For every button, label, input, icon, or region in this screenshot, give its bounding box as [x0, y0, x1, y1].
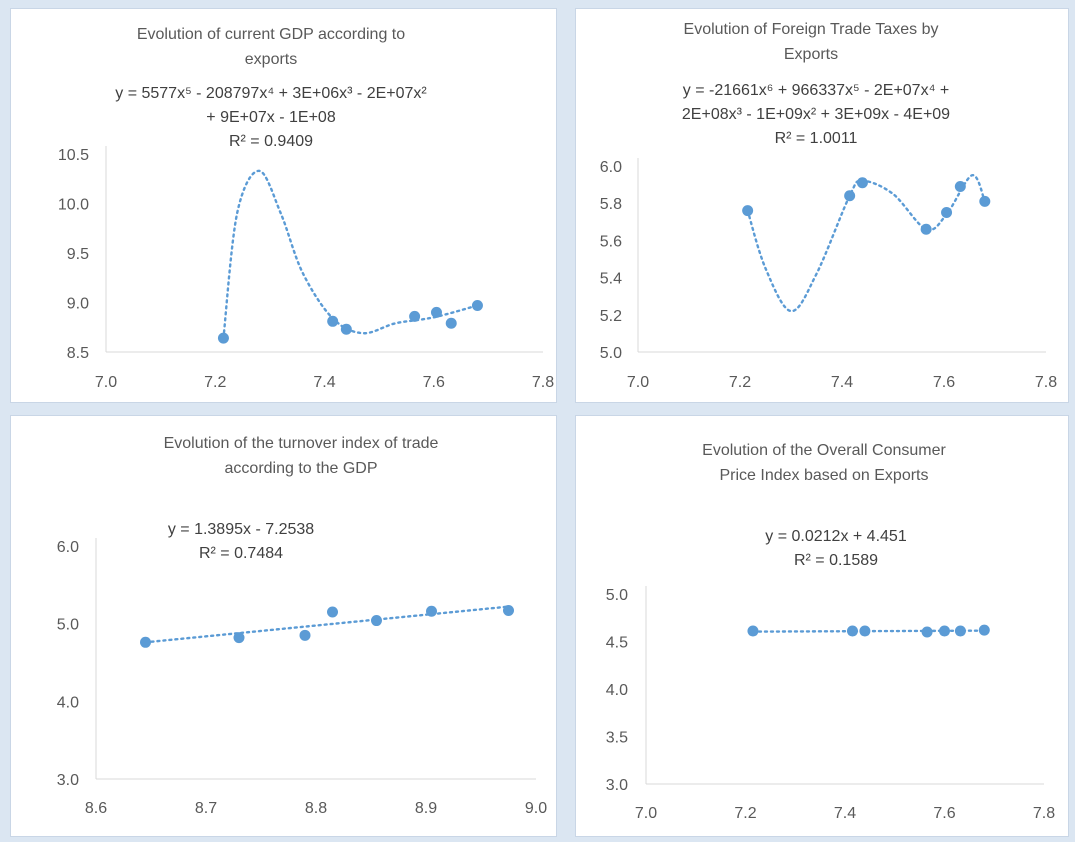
data-point [742, 205, 754, 217]
x-tick-label: 9.0 [525, 800, 547, 817]
data-point [299, 629, 311, 641]
x-tick-label: 7.0 [635, 805, 657, 822]
trendline [144, 605, 510, 644]
chart-title-line: exports [245, 51, 297, 68]
trendline-equation-line: + 9E+07x - 1E+08 [206, 109, 336, 126]
y-tick-label: 5.0 [57, 617, 79, 634]
y-tick-label: 6.0 [600, 159, 622, 176]
data-point [340, 323, 352, 335]
x-tick-label: 8.9 [415, 800, 437, 817]
trendline-equation-line: y = -21661x⁶ + 966337x⁵ - 2E+07x⁴ + [683, 82, 950, 99]
trendline-equation-line: y = 5577x⁵ - 208797x⁴ + 3E+06x³ - 2E+07x… [115, 85, 427, 102]
data-point [327, 315, 339, 327]
x-tick-label: 8.6 [85, 800, 107, 817]
y-tick-label: 5.4 [600, 271, 622, 288]
data-point [954, 180, 966, 192]
chart-panel-cpi-exports: Evolution of the Overall Consumer Price I… [575, 415, 1069, 837]
chart-panel-trade-taxes: Evolution of Foreign Trade Taxes by Expor… [575, 8, 1069, 403]
y-tick-label: 5.8 [600, 196, 622, 213]
y-tick-label: 10.5 [58, 147, 89, 164]
x-tick-label: 7.2 [729, 374, 751, 391]
trendline-equation-line: R² = 0.9409 [229, 133, 313, 150]
trendline [222, 169, 479, 340]
x-tick-label: 7.6 [933, 374, 955, 391]
data-point [426, 605, 437, 617]
data-point [941, 207, 953, 218]
data-point [846, 625, 858, 637]
y-tick-label: 4.5 [606, 635, 628, 652]
chart-title-line: Evolution of the turnover index of trade [164, 435, 439, 452]
data-point [409, 310, 421, 322]
y-tick-label: 5.2 [600, 308, 622, 325]
trendline-equation-line: y = 1.3895x - 7.2538 [168, 521, 314, 538]
y-tick-label: 10.0 [58, 197, 89, 214]
x-tick-label: 7.2 [204, 374, 226, 391]
data-point [327, 606, 338, 618]
chart-svg: Evolution of current GDP according to exp… [58, 26, 554, 391]
y-tick-label: 9.5 [67, 246, 89, 263]
x-tick-label: 7.2 [734, 805, 756, 822]
y-tick-label: 5.0 [600, 345, 622, 362]
x-tick-label: 7.0 [95, 374, 117, 391]
trendline-equation-line: R² = 0.1589 [794, 552, 878, 569]
trendline-equation-line: R² = 0.7484 [199, 545, 283, 562]
y-tick-label: 3.5 [606, 730, 628, 747]
y-tick-label: 8.5 [67, 345, 89, 362]
trendline-equation-line: 2E+08x³ - 1E+09x² + 3E+09x - 4E+09 [682, 106, 950, 123]
chart-panel-turnover-gdp: Evolution of the turnover index of trade… [10, 415, 557, 837]
chart-svg: Evolution of Foreign Trade Taxes by Expor… [600, 21, 1057, 391]
y-tick-label: 4.0 [57, 694, 79, 711]
y-tick-label: 3.0 [606, 777, 628, 794]
chart-title-line: Evolution of the Overall Consumer [702, 442, 946, 459]
x-tick-label: 7.4 [313, 374, 335, 391]
data-point [856, 177, 868, 189]
data-point [471, 299, 483, 311]
y-tick-label: 3.0 [57, 772, 79, 789]
y-tick-label: 6.0 [57, 539, 79, 556]
data-point [217, 332, 229, 344]
trendline-equation-line: y = 0.0212x + 4.451 [765, 528, 907, 545]
data-point [233, 632, 245, 644]
chart-svg: Evolution of the Overall Consumer Price I… [606, 442, 1055, 822]
data-point [140, 636, 151, 648]
y-tick-label: 5.0 [606, 587, 628, 604]
data-point [445, 317, 457, 329]
chart-svg: Evolution of the turnover index of trade… [57, 435, 547, 817]
data-point [747, 625, 759, 637]
chart-title-line: Evolution of Foreign Trade Taxes by [684, 21, 939, 38]
chart-title-line: Exports [784, 46, 838, 63]
x-tick-label: 7.4 [834, 805, 856, 822]
x-tick-label: 7.8 [1035, 374, 1057, 391]
x-tick-label: 7.4 [831, 374, 853, 391]
chart-title-line: Evolution of current GDP according to [137, 26, 405, 43]
data-point [503, 604, 514, 616]
y-tick-label: 4.0 [606, 682, 628, 699]
x-tick-label: 8.8 [305, 800, 327, 817]
data-point [978, 624, 990, 636]
data-point [430, 306, 442, 318]
x-tick-label: 8.7 [195, 800, 217, 817]
chart-title-line: according to the GDP [225, 460, 378, 477]
chart-title-line: Price Index based on Exports [719, 467, 928, 484]
data-point [844, 190, 856, 202]
x-tick-label: 7.8 [1033, 805, 1055, 822]
x-tick-label: 7.6 [933, 805, 955, 822]
x-tick-label: 7.6 [423, 374, 445, 391]
y-tick-label: 9.0 [67, 296, 89, 313]
data-point [921, 626, 933, 638]
chart-panel-gdp-exports: Evolution of current GDP according to exp… [10, 8, 557, 403]
data-point [371, 615, 382, 627]
data-point [954, 625, 966, 637]
data-point [859, 625, 871, 637]
y-tick-label: 5.6 [600, 233, 622, 250]
x-tick-label: 7.8 [532, 374, 554, 391]
data-point [979, 195, 991, 207]
trendline-equation-line: R² = 1.0011 [775, 130, 858, 147]
x-tick-label: 7.0 [627, 374, 649, 391]
trendline [746, 174, 986, 313]
data-point [939, 625, 950, 637]
data-point [920, 223, 932, 235]
